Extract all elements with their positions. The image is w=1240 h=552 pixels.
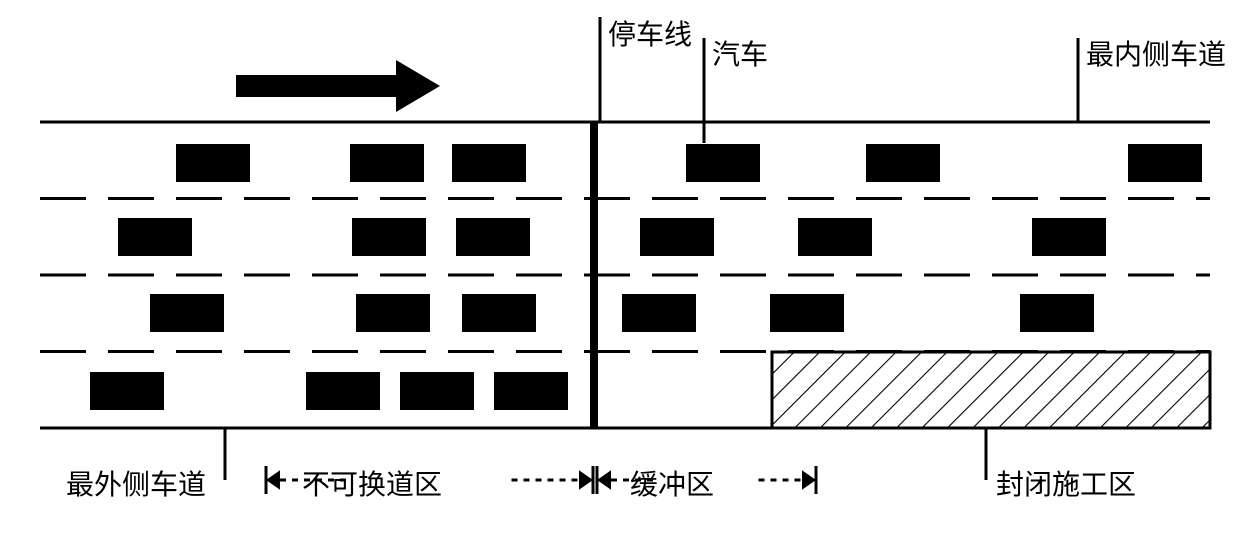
zone-arrow-buffer-r [802, 470, 816, 490]
car-icon [150, 294, 224, 332]
car-icon [798, 218, 872, 256]
label-stop-line: 停车线 [608, 19, 692, 51]
label-inner-lane: 最内侧车道 [1086, 39, 1226, 71]
zone-arrow-no-change-l [266, 470, 280, 490]
direction-arrow-icon [236, 60, 440, 112]
car-icon [356, 294, 430, 332]
zone-arrow-buffer-l [597, 470, 611, 490]
car-icon [306, 372, 380, 410]
car-icon [1128, 144, 1202, 182]
label-car: 汽车 [712, 39, 768, 71]
label-no-change-zone: 不可换道区 [302, 469, 442, 501]
car-icon [118, 218, 192, 256]
label-construction-zone: 封闭施工区 [996, 469, 1136, 501]
road-diagram [40, 60, 1210, 428]
label-outer-lane: 最外侧车道 [66, 469, 206, 501]
car-icon [462, 294, 536, 332]
car-icon [452, 144, 526, 182]
car-icon [770, 294, 844, 332]
car-icon [866, 144, 940, 182]
zone-arrow-no-change-r [579, 470, 593, 490]
car-icon [494, 372, 568, 410]
car-icon [400, 372, 474, 410]
car-icon [352, 218, 426, 256]
car-icon [686, 144, 760, 182]
car-icon [1020, 294, 1094, 332]
car-icon [622, 294, 696, 332]
car-icon [350, 144, 424, 182]
car-icon [90, 372, 164, 410]
car-icon [1032, 218, 1106, 256]
car-icon [176, 144, 250, 182]
car-icon [640, 218, 714, 256]
construction-zone [772, 352, 1210, 428]
label-buffer-zone: 缓冲区 [630, 469, 714, 501]
car-icon [456, 218, 530, 256]
